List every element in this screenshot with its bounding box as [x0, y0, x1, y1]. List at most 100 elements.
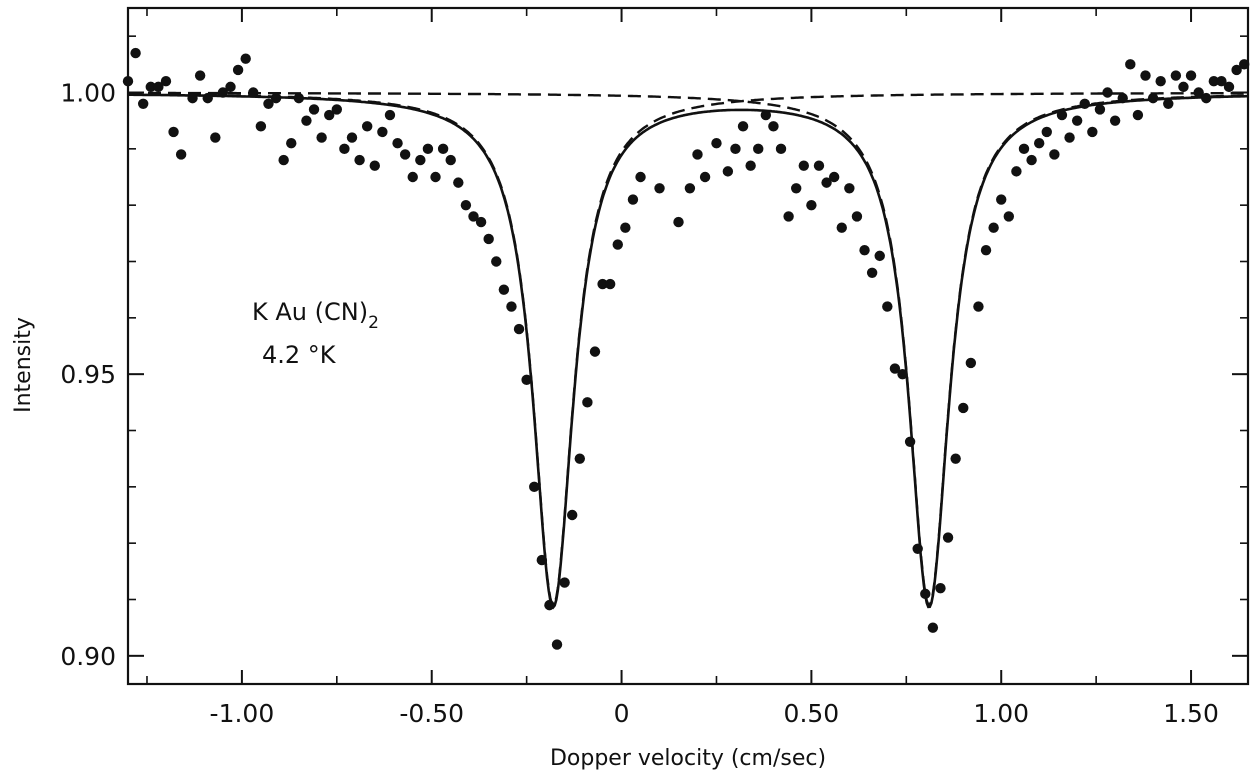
- data-point: [430, 171, 441, 183]
- data-point: [1216, 76, 1227, 87]
- data-point: [1185, 70, 1197, 81]
- data-point: [392, 138, 403, 149]
- data-point: [836, 222, 847, 233]
- data-point: [851, 211, 863, 222]
- data-point: [415, 154, 426, 166]
- data-point: [202, 92, 213, 104]
- data-point: [399, 149, 411, 160]
- data-point: [175, 149, 187, 160]
- data-point: [1140, 70, 1151, 81]
- data-point: [859, 245, 870, 256]
- data-point: [422, 143, 434, 155]
- data-point: [597, 278, 608, 290]
- data-point: [958, 402, 969, 414]
- data-point: [468, 211, 479, 222]
- data-point: [248, 87, 259, 98]
- data-point: [673, 216, 684, 228]
- data-point: [798, 160, 809, 171]
- data-point: [574, 453, 585, 464]
- data-point: [384, 109, 396, 121]
- compound-subscript: 2: [368, 313, 379, 333]
- x-tick-label: 0.50: [784, 699, 840, 728]
- data-point: [498, 284, 510, 295]
- data-point: [760, 109, 772, 121]
- data-point: [844, 183, 855, 194]
- data-point: [513, 323, 525, 335]
- data-point: [153, 81, 164, 93]
- data-point: [559, 577, 570, 588]
- data-point: [361, 121, 373, 132]
- data-point: [339, 143, 350, 155]
- data-point: [1011, 166, 1022, 177]
- data-point: [225, 81, 236, 93]
- data-point: [1125, 59, 1136, 70]
- data-point: [942, 532, 954, 543]
- plot-border: [126, 6, 1250, 686]
- data-point: [293, 92, 305, 104]
- data-point: [692, 149, 703, 160]
- data-point: [263, 98, 274, 109]
- data-point: [316, 132, 327, 143]
- data-point: [699, 171, 711, 183]
- data-point: [589, 346, 601, 357]
- data-point: [897, 368, 908, 380]
- x-axis-ticks: -1.00 -0.50 0 0.50 1.00 1.50: [146, 8, 1219, 728]
- data-point: [654, 183, 665, 194]
- data-point: [768, 121, 779, 132]
- data-point: [145, 81, 156, 93]
- data-point: [980, 245, 992, 256]
- data-point: [475, 216, 487, 228]
- x-tick-label: 1.50: [1163, 699, 1219, 728]
- data-point: [1147, 92, 1159, 104]
- y-tick-label: 0.95: [60, 360, 116, 389]
- data-point: [232, 64, 244, 76]
- data-point: [1231, 64, 1242, 76]
- data-point: [377, 126, 388, 138]
- x-tick-label: -0.50: [399, 699, 464, 728]
- data-point: [240, 53, 251, 64]
- temperature-label: 4.2 °K: [262, 341, 337, 369]
- sample-annotation: K Au (CN)2 4.2 °K: [252, 298, 379, 369]
- data-point: [551, 639, 563, 650]
- data-point: [1049, 149, 1060, 160]
- data-point: [1094, 104, 1106, 115]
- data-points: [122, 47, 1250, 650]
- data-point: [453, 177, 464, 188]
- data-point: [711, 138, 722, 149]
- data-point: [529, 481, 540, 493]
- data-point: [1193, 87, 1204, 98]
- data-point: [346, 132, 358, 143]
- data-point: [730, 143, 741, 155]
- data-point: [217, 87, 229, 98]
- x-tick-label: 0: [614, 699, 630, 728]
- data-point: [1064, 132, 1075, 143]
- data-point: [130, 47, 141, 59]
- data-point: [965, 357, 977, 369]
- data-point: [491, 256, 502, 267]
- data-point: [194, 70, 206, 81]
- data-point: [1102, 87, 1113, 98]
- data-point: [950, 453, 961, 464]
- data-point: [483, 233, 494, 245]
- data-point: [753, 143, 764, 155]
- data-point: [536, 554, 548, 566]
- data-point: [737, 121, 749, 132]
- data-point: [1239, 59, 1250, 70]
- data-point: [168, 126, 179, 138]
- data-point: [1155, 76, 1166, 87]
- data-point: [620, 222, 631, 233]
- data-point: [996, 194, 1007, 205]
- data-point: [1018, 143, 1030, 155]
- data-point: [828, 171, 840, 183]
- data-point: [308, 104, 320, 115]
- data-point: [187, 92, 198, 104]
- data-point: [544, 599, 555, 611]
- y-tick-label: 0.90: [60, 642, 116, 671]
- data-point: [775, 143, 787, 155]
- data-point: [1109, 115, 1121, 126]
- data-point: [1132, 109, 1144, 121]
- data-point: [627, 194, 639, 205]
- y-axis-label: Intensity: [11, 317, 36, 413]
- data-point: [1041, 126, 1052, 138]
